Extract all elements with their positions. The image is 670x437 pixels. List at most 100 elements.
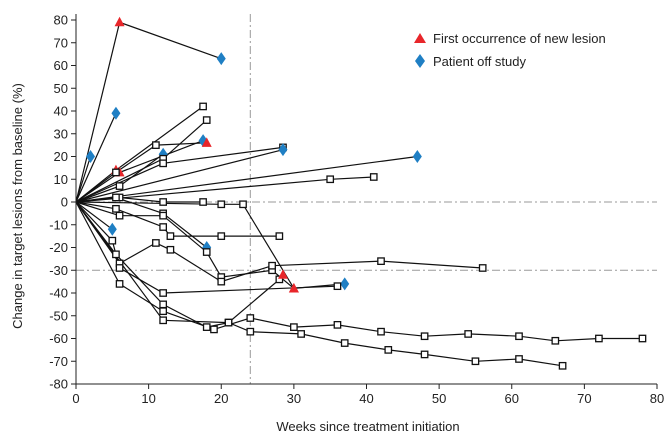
x-tick-label: 20: [214, 391, 228, 406]
diamond-marker: [278, 143, 288, 157]
square-marker: [159, 211, 167, 220]
series-line: [75, 119, 208, 203]
square-marker: [471, 357, 480, 366]
series-line: [75, 21, 222, 203]
square-marker: [246, 314, 255, 322]
square-marker: [246, 327, 255, 336]
x-tick-label: 50: [432, 391, 446, 406]
y-tick-label: 20: [54, 149, 68, 164]
legend-triangle-marker: [414, 33, 426, 43]
y-tick-label: 80: [54, 13, 68, 28]
y-tick-label: 50: [54, 81, 68, 96]
square-marker: [515, 355, 523, 363]
square-marker: [159, 307, 167, 316]
legend-label-new-lesion: First occurrence of new lesion: [433, 31, 606, 46]
square-marker: [112, 204, 120, 213]
square-marker: [638, 334, 647, 343]
square-marker: [420, 350, 429, 359]
square-marker: [159, 300, 167, 309]
square-marker: [159, 316, 167, 325]
y-tick-label: -60: [49, 331, 68, 346]
y-tick-label: -20: [49, 240, 68, 255]
square-marker: [268, 261, 276, 270]
series-line: [75, 149, 284, 203]
square-marker: [333, 320, 342, 329]
square-marker: [202, 248, 211, 256]
diamond-marker: [216, 52, 226, 66]
y-tick-label: -30: [49, 263, 68, 278]
x-tick-label: 0: [72, 391, 79, 406]
square-marker: [159, 289, 167, 297]
square-marker: [217, 200, 226, 209]
diamond-marker: [340, 277, 350, 291]
y-tick-label: -10: [49, 217, 68, 232]
x-tick-label: 30: [287, 391, 301, 406]
series-line: [75, 201, 280, 237]
square-marker: [290, 323, 298, 331]
tick-labels: 80 70 60 50 40 30 20 10 0 -10 -20 -30 -40 -50 -60 -70 -8…: [49, 13, 664, 407]
triangle-marker: [114, 16, 125, 27]
square-marker: [202, 323, 211, 331]
y-tick-label: -40: [49, 286, 68, 301]
x-tick-label: 10: [141, 391, 155, 406]
square-marker: [115, 264, 124, 272]
triangle-marker: [288, 282, 299, 293]
y-tick-label: 30: [54, 126, 68, 141]
x-tick-label: 70: [577, 391, 591, 406]
series-line: [75, 201, 643, 342]
triangle-marker: [277, 269, 288, 279]
square-marker: [217, 232, 226, 240]
square-marker: [275, 275, 284, 284]
series-line: [75, 156, 92, 203]
square-marker: [478, 264, 487, 272]
square-marker: [202, 116, 211, 124]
x-tick-label: 80: [650, 391, 664, 406]
legend: First occurrence of new lesion Patient o…: [414, 31, 606, 69]
square-marker: [210, 325, 218, 334]
square-marker: [297, 330, 305, 338]
square-marker: [199, 102, 207, 111]
square-marker: [558, 361, 567, 370]
square-marker: [275, 232, 284, 240]
square-marker: [595, 334, 603, 343]
series-line: [75, 155, 418, 203]
triangle-marker: [201, 137, 212, 147]
square-marker: [340, 339, 349, 347]
x-tick-label: 60: [505, 391, 519, 406]
series-line: [75, 201, 563, 367]
square-marker: [369, 173, 378, 181]
square-marker: [199, 198, 207, 206]
square-marker: [217, 277, 226, 286]
square-marker: [239, 200, 247, 209]
square-marker: [333, 282, 342, 291]
y-tick-label: 0: [61, 195, 68, 210]
square-marker: [420, 332, 429, 341]
square-marker: [115, 211, 124, 220]
y-tick-label: -70: [49, 354, 68, 369]
square-marker: [112, 193, 120, 202]
y-axis-title: Change in target lesions from baseline (…: [10, 83, 25, 329]
square-marker: [377, 327, 385, 336]
y-tick-label: 60: [54, 58, 68, 73]
series-markers: [86, 16, 647, 370]
series-line: [75, 196, 208, 248]
square-marker: [159, 159, 167, 168]
series-line: [75, 201, 483, 283]
square-marker: [112, 250, 120, 259]
square-marker: [108, 236, 117, 245]
y-tick-label: 10: [54, 172, 68, 187]
axes: [71, 14, 658, 389]
legend-label-off-study: Patient off study: [433, 54, 526, 69]
y-tick-label: 70: [54, 35, 68, 50]
y-tick-label: -50: [49, 308, 68, 323]
y-tick-label: -80: [49, 377, 68, 392]
square-marker: [551, 336, 560, 345]
diamond-marker: [111, 106, 121, 120]
square-marker: [224, 318, 233, 327]
legend-diamond-marker: [415, 54, 425, 68]
square-marker: [159, 223, 167, 231]
square-marker: [384, 346, 393, 354]
diamond-marker: [86, 150, 96, 163]
square-marker: [166, 232, 175, 240]
